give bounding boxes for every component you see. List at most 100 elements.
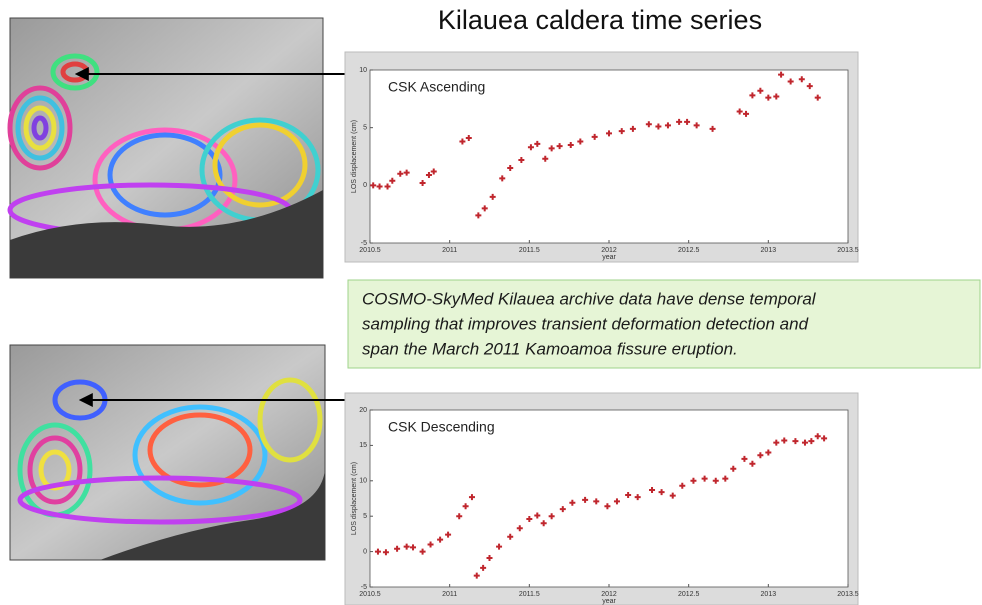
data-point <box>382 549 389 556</box>
data-point <box>821 435 828 442</box>
y-axis-label: LOS displacement (cm) <box>351 462 358 535</box>
data-point <box>765 449 772 456</box>
x-tick-label: 2010.5 <box>359 247 381 254</box>
x-tick-label: 2012.5 <box>678 591 700 598</box>
x-tick-label: 2013.5 <box>837 247 859 254</box>
data-point <box>374 548 381 555</box>
data-point <box>518 156 525 163</box>
x-tick-label: 2011 <box>442 591 457 598</box>
data-point <box>741 455 748 462</box>
x-tick-label: 2011 <box>442 247 457 254</box>
data-point <box>582 496 589 503</box>
data-point <box>773 93 780 100</box>
data-point <box>787 78 794 85</box>
data-point <box>425 171 432 178</box>
data-point <box>773 439 780 446</box>
y-tick-label: -5 <box>361 584 367 591</box>
data-point <box>527 144 534 151</box>
data-point <box>430 168 437 175</box>
data-point <box>701 475 708 482</box>
note-line: span the March 2011 Kamoamoa fissure eru… <box>362 339 738 358</box>
data-point <box>459 138 466 145</box>
data-point <box>634 494 641 501</box>
data-point <box>468 494 475 501</box>
x-tick-label: 2012.5 <box>678 247 700 254</box>
data-point <box>808 438 815 445</box>
data-point <box>801 439 808 446</box>
data-point <box>410 544 417 551</box>
y-tick-label: 10 <box>359 478 367 485</box>
data-point <box>534 140 541 147</box>
data-point <box>625 491 632 498</box>
data-point <box>606 130 612 137</box>
data-point <box>419 180 426 187</box>
x-tick-label: 2012 <box>601 591 617 598</box>
data-point <box>394 545 401 552</box>
data-point <box>676 118 683 125</box>
data-point <box>645 121 652 128</box>
data-point <box>577 138 584 145</box>
data-point <box>593 498 600 505</box>
data-point <box>798 76 805 83</box>
data-point <box>569 499 576 506</box>
data-point <box>664 122 671 129</box>
data-point <box>403 169 410 176</box>
data-point <box>778 71 785 78</box>
y-tick-label: 0 <box>363 182 367 189</box>
interferogram-top <box>7 17 324 279</box>
data-point <box>684 118 691 125</box>
y-tick-label: 0 <box>363 548 367 555</box>
data-point <box>542 155 549 162</box>
x-axis-label: year <box>602 254 616 261</box>
data-point <box>507 165 514 172</box>
data-point <box>475 212 482 219</box>
data-point <box>669 492 676 499</box>
data-point <box>749 460 756 467</box>
y-tick-label: 10 <box>359 67 367 74</box>
data-point <box>618 128 625 135</box>
data-point <box>403 543 410 550</box>
data-point <box>556 143 563 150</box>
data-point <box>655 123 662 130</box>
x-tick-label: 2013 <box>761 591 777 598</box>
y-tick-label: 20 <box>359 407 367 414</box>
data-point <box>736 108 743 115</box>
data-point <box>540 520 547 527</box>
x-axis-label: year <box>602 598 616 605</box>
data-point <box>489 193 496 200</box>
series-label: CSK Ascending <box>388 79 485 95</box>
data-point <box>690 477 697 484</box>
data-point <box>548 145 555 152</box>
y-tick-label: 15 <box>359 442 367 449</box>
data-point <box>473 572 480 579</box>
data-point <box>427 541 434 548</box>
data-point <box>559 506 566 513</box>
data-point <box>749 92 756 99</box>
data-point <box>757 87 764 94</box>
data-point <box>384 183 391 190</box>
data-point <box>526 516 533 523</box>
data-point <box>567 141 574 148</box>
interferogram-bottom <box>9 344 326 561</box>
data-point <box>389 177 396 184</box>
data-point <box>486 554 493 561</box>
data-point <box>658 489 665 496</box>
data-point <box>480 564 487 571</box>
x-tick-label: 2011.5 <box>519 247 540 254</box>
data-point <box>370 182 377 189</box>
data-point <box>445 531 452 538</box>
x-tick-label: 2013 <box>761 247 777 254</box>
x-tick-label: 2011.5 <box>519 591 540 598</box>
data-point <box>709 125 716 132</box>
data-point <box>693 122 700 129</box>
plot-area <box>369 409 849 588</box>
data-point <box>679 482 686 489</box>
data-point <box>792 438 799 445</box>
y-tick-label: 5 <box>363 513 367 520</box>
note-box <box>347 279 981 369</box>
data-point <box>806 83 813 90</box>
data-point <box>376 183 383 190</box>
data-point <box>814 94 821 101</box>
data-point <box>496 543 503 550</box>
